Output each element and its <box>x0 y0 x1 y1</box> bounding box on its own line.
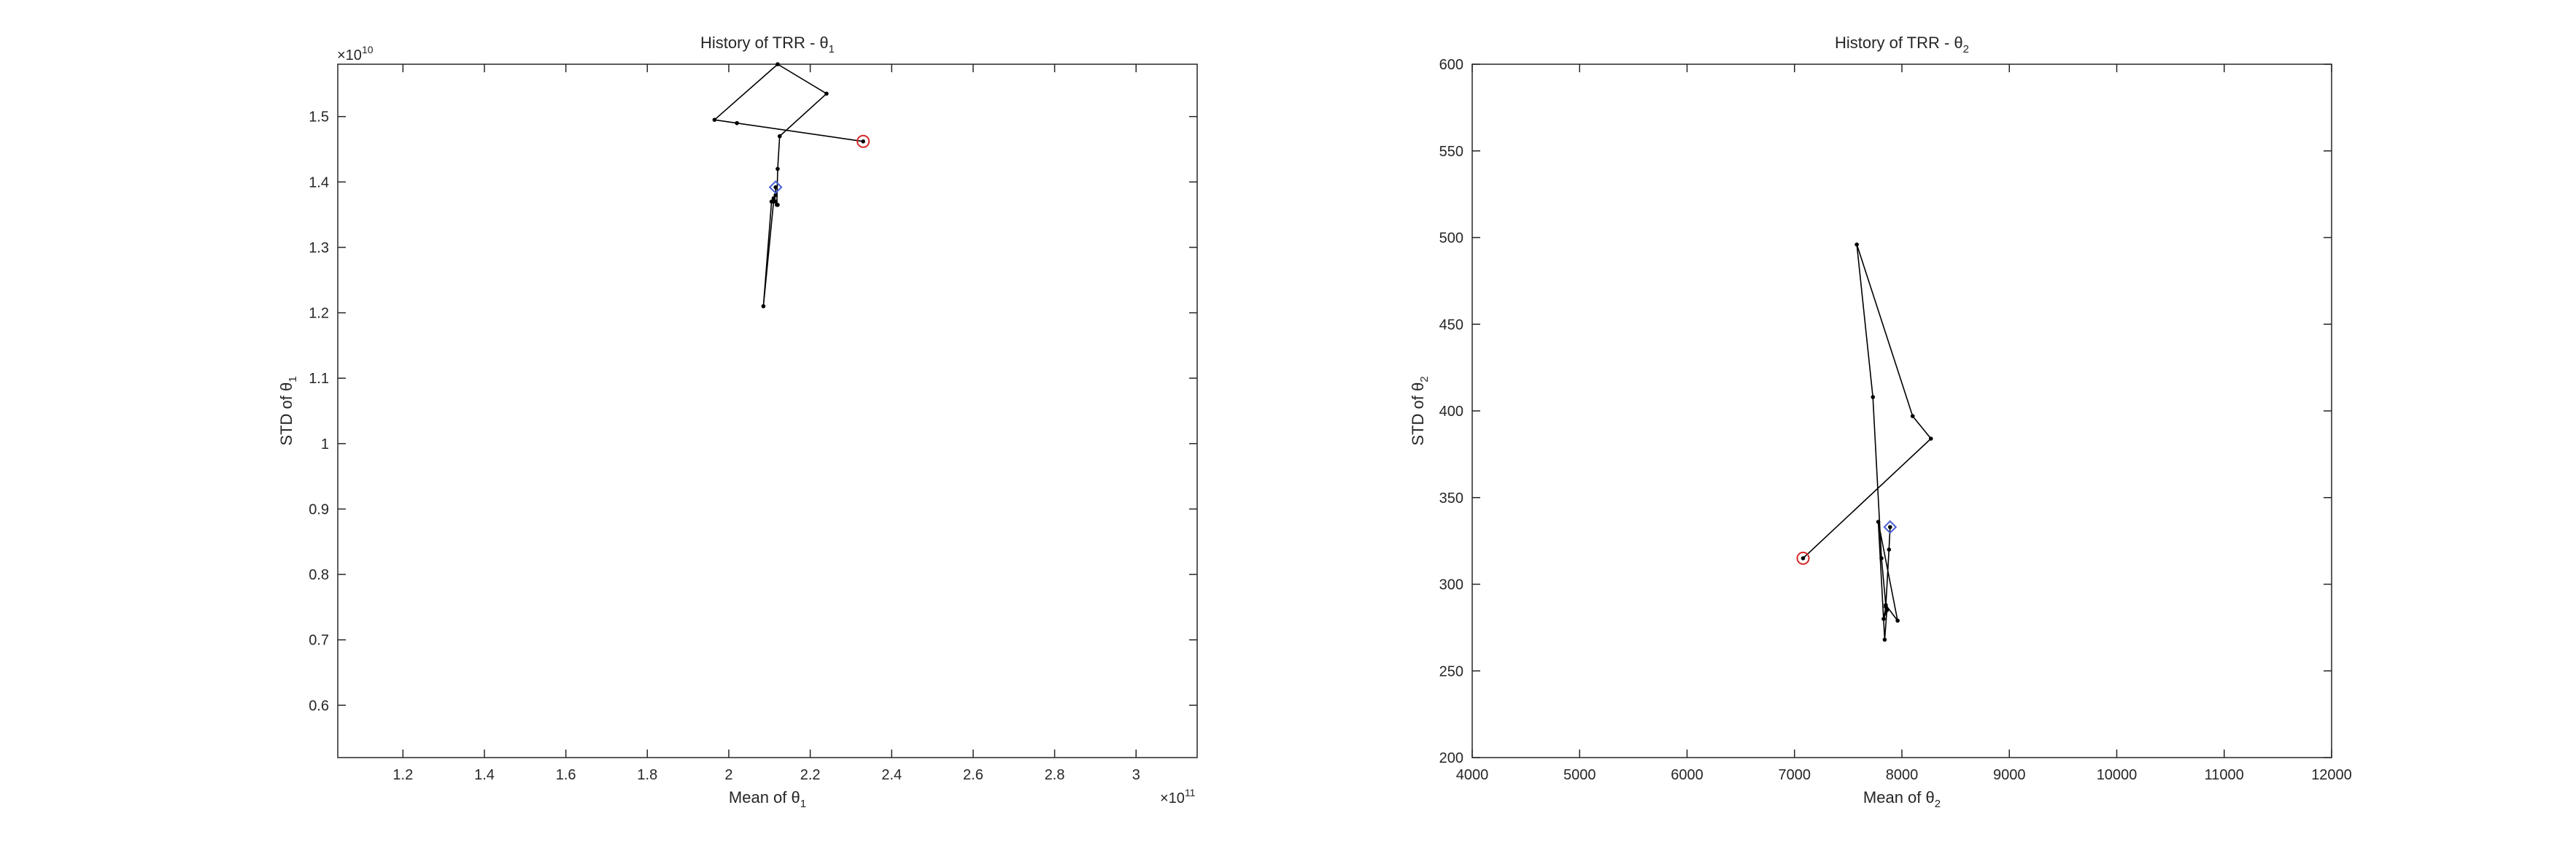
x-tick-label: 3 <box>1132 767 1140 783</box>
data-point <box>1854 242 1859 247</box>
axis-ticks: 1.2 1.4 1.6 1.8 2 2.2 2.4 2.6 2.8 3 0.6 0.7 0.8 0.9 1 1… <box>309 64 1197 783</box>
y-tick-label: 450 <box>1439 317 1463 333</box>
y-axis-label: STD of θ1 <box>277 376 299 445</box>
plot-area <box>337 63 1198 758</box>
x-tick-label: 7000 <box>1779 767 1811 783</box>
x-axis-label: Mean of θ2 <box>1863 788 1941 810</box>
x-tick-label: 1.6 <box>556 767 576 783</box>
y-tick-label: 1.3 <box>309 240 329 256</box>
series-trace <box>712 62 870 309</box>
x-tick-label: 11000 <box>2205 767 2244 783</box>
x-tick-label: 2 <box>724 767 732 783</box>
y-tick-label: 200 <box>1439 750 1463 766</box>
x-tick-label: 1.4 <box>474 767 495 783</box>
end-marker <box>1883 520 1898 534</box>
data-point <box>1884 604 1888 609</box>
y-tick-label: 1.2 <box>309 306 329 322</box>
data-point <box>775 62 780 66</box>
start-marker <box>1796 551 1810 565</box>
y-tick-label: 0.7 <box>309 633 329 649</box>
x-tick-label: 5000 <box>1563 767 1596 783</box>
data-point <box>1928 436 1933 441</box>
axis-ticks: 4000 5000 6000 7000 8000 9000 10000 11000 12000 2… <box>1439 57 2352 783</box>
data-point <box>771 199 776 204</box>
y-tick-label: 550 <box>1439 144 1463 160</box>
data-point <box>1888 525 1892 529</box>
chart-theta2: History of TRR - θ2 Mean of θ2 STD of θ2… <box>1409 34 2352 810</box>
data-point <box>712 118 717 122</box>
data-point <box>861 139 865 144</box>
y-tick-label: 1.1 <box>309 371 329 387</box>
start-marker <box>856 134 870 148</box>
y-tick-label: 350 <box>1439 490 1463 507</box>
x-tick-label: 6000 <box>1671 767 1703 783</box>
data-point <box>775 166 780 172</box>
data-point <box>1871 395 1876 399</box>
y-axis-label: STD of θ2 <box>1409 376 1431 445</box>
data-point <box>1876 520 1881 524</box>
x-tick-label: 2.6 <box>963 767 983 783</box>
y-tick-label: 0.9 <box>309 501 329 517</box>
y-tick-label: 400 <box>1439 404 1463 420</box>
y-tick-label: 1.5 <box>309 109 329 126</box>
x-tick-label: 2.4 <box>881 767 902 783</box>
x-tick-label: 9000 <box>1993 767 2026 783</box>
chart-title: History of TRR - θ2 <box>1835 34 1969 55</box>
y-tick-label: 500 <box>1439 231 1463 247</box>
data-point <box>1884 608 1890 612</box>
x-tick-label: 1.2 <box>392 767 413 783</box>
data-point <box>735 120 739 126</box>
y-tick-label: 600 <box>1439 57 1463 73</box>
data-point <box>775 202 780 207</box>
end-marker <box>768 180 783 194</box>
y-tick-label: 1.4 <box>309 174 329 190</box>
data-point <box>1887 547 1892 552</box>
data-point <box>773 193 778 198</box>
data-point <box>1882 637 1887 642</box>
data-point <box>761 304 766 309</box>
data-point <box>777 134 782 139</box>
y-tick-label: 0.6 <box>309 698 329 714</box>
series-trace <box>1796 242 1933 642</box>
x-tick-label: 12000 <box>2311 767 2352 783</box>
y-tick-label: 0.8 <box>309 567 329 583</box>
x-axis-label: Mean of θ1 <box>729 788 806 810</box>
x-tick-label: 1.8 <box>637 767 657 783</box>
x-tick-label: 10000 <box>2097 767 2138 783</box>
data-point <box>1881 617 1886 621</box>
y-tick-label: 300 <box>1439 577 1463 593</box>
data-point <box>1879 556 1884 561</box>
x-exponent-label: ×1011 <box>1160 787 1196 806</box>
y-tick-label: 1 <box>321 436 329 453</box>
x-tick-label: 8000 <box>1886 767 1919 783</box>
y-exponent-label: ×1010 <box>337 44 374 63</box>
data-point <box>824 91 829 96</box>
data-point <box>1895 618 1900 623</box>
x-tick-label: 4000 <box>1456 767 1489 783</box>
data-point <box>773 185 778 190</box>
chart-title: History of TRR - θ1 <box>700 34 835 55</box>
data-point <box>1801 556 1806 561</box>
x-tick-label: 2.2 <box>800 767 821 783</box>
data-point <box>1910 414 1915 418</box>
data-point <box>771 196 776 201</box>
chart-theta1: History of TRR - θ1 ×1010 ×1011 Mean of … <box>277 34 1198 810</box>
y-tick-label: 250 <box>1439 663 1463 679</box>
x-tick-label: 2.8 <box>1045 767 1065 783</box>
